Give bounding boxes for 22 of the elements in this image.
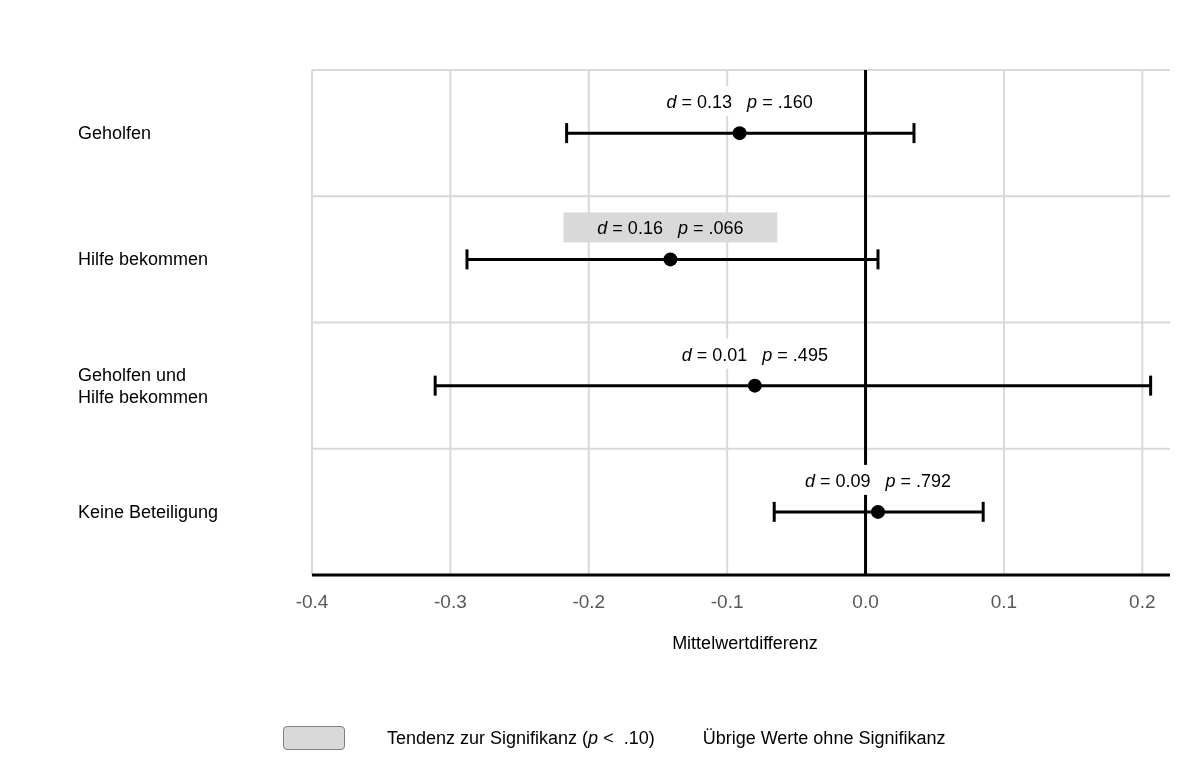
- text: Tendenz zur Signifikanz (p < .10): [387, 727, 655, 748]
- data-label: d = 0.09 p = .792: [804, 470, 952, 491]
- x-tick-label: 0.0: [852, 591, 879, 613]
- point: [732, 126, 747, 141]
- y-tick-label: Keine Beteiligung: [78, 501, 219, 522]
- x-tick-label: -0.4: [295, 591, 329, 613]
- point: [663, 252, 678, 267]
- x-tick-label: 0.2: [1129, 591, 1156, 613]
- x-tick-label: -0.3: [434, 591, 467, 613]
- text: Übrige Werte ohne Signifikanz: [702, 727, 946, 748]
- y-tick-label: Hilfe bekommen: [78, 249, 209, 270]
- data-label: d = 0.16 p = .066: [597, 218, 744, 239]
- data-label: d = 0.01 p = .495: [681, 344, 828, 365]
- point: [871, 504, 885, 519]
- y-tick-label: Geholfen: [78, 123, 152, 144]
- x-tick-label: 0.1: [990, 591, 1018, 613]
- x-axis-title: Mittelwertdifferenz: [671, 633, 819, 654]
- data-label: d = 0.13 p = .160: [666, 92, 813, 113]
- x-tick-label: -0.1: [710, 591, 744, 613]
- y-tick-label: Geholfen und Hilfe bekommen: [78, 364, 209, 407]
- point: [747, 378, 762, 393]
- x-tick-label: -0.2: [572, 591, 606, 613]
